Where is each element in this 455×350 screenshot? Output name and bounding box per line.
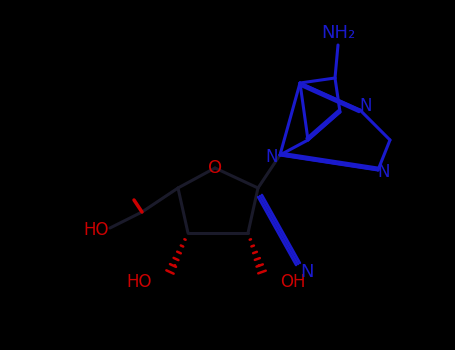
Text: HO: HO xyxy=(126,273,152,291)
Text: O: O xyxy=(208,159,222,177)
Text: HO: HO xyxy=(83,221,109,239)
Text: N: N xyxy=(266,148,278,166)
Text: NH₂: NH₂ xyxy=(321,24,355,42)
Text: OH: OH xyxy=(280,273,305,291)
Text: •: • xyxy=(171,261,177,271)
Text: N: N xyxy=(300,263,314,281)
Text: •: • xyxy=(255,261,261,271)
Text: N: N xyxy=(378,163,390,181)
Text: N: N xyxy=(360,97,372,115)
